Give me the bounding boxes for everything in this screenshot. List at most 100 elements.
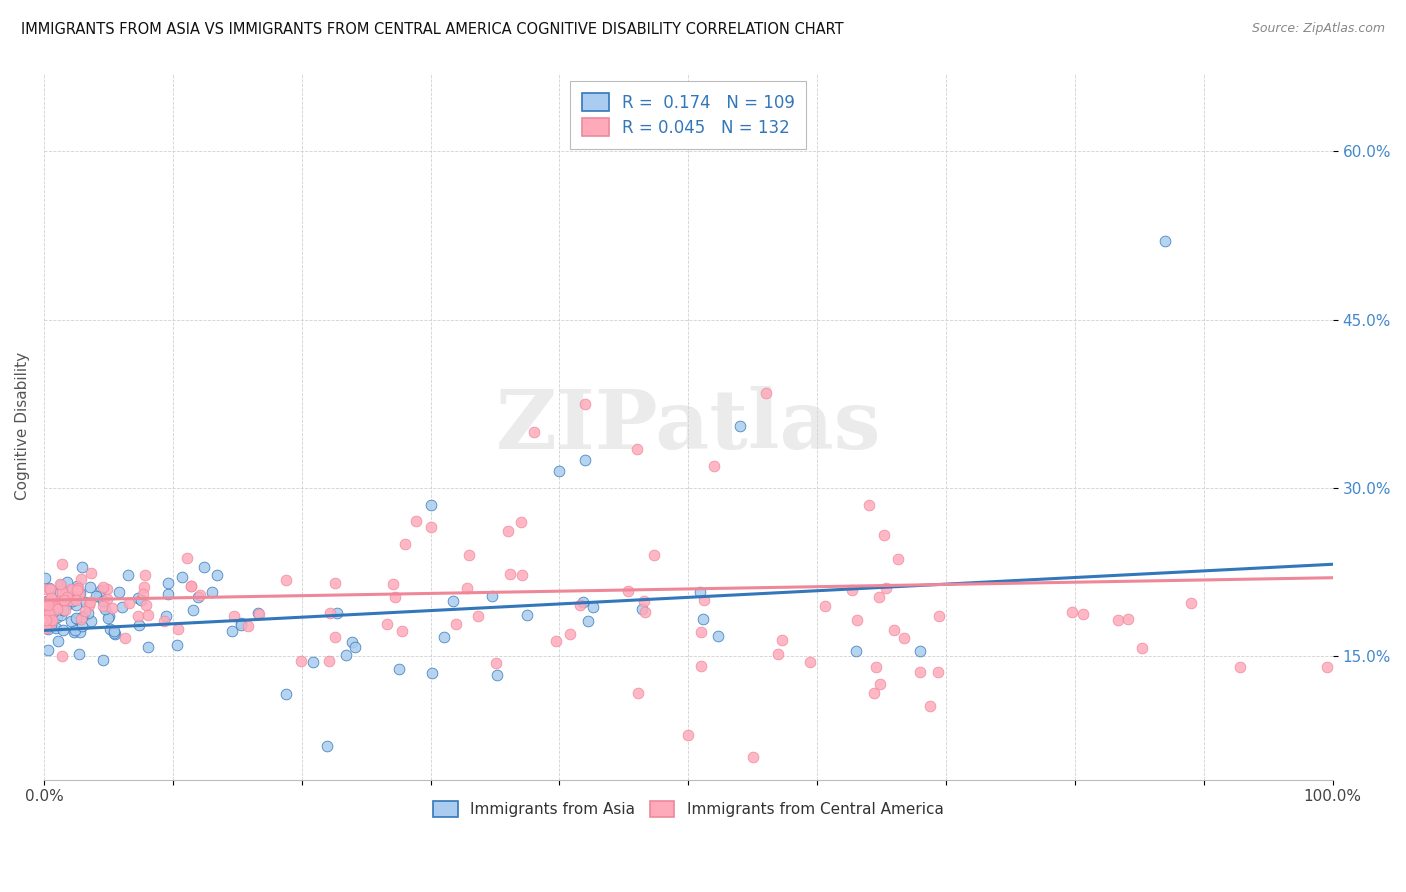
Point	[56, 591, 79, 605]
Point	[927, 665, 949, 679]
Point	[111, 599, 134, 614]
Point	[548, 464, 571, 478]
Point	[845, 643, 868, 657]
Point	[1062, 605, 1084, 619]
Point	[134, 580, 156, 594]
Point	[193, 560, 215, 574]
Point	[63, 586, 86, 600]
Point	[153, 614, 176, 628]
Point	[66, 579, 89, 593]
Point	[35, 582, 58, 596]
Point	[1118, 612, 1140, 626]
Point	[633, 593, 655, 607]
Point	[45, 601, 67, 615]
Point	[486, 668, 509, 682]
Point	[96, 582, 118, 597]
Point	[69, 586, 91, 600]
Point	[51, 557, 73, 571]
Point	[134, 568, 156, 582]
Point	[1180, 596, 1202, 610]
Point	[45, 621, 67, 635]
Point	[582, 599, 605, 614]
Point	[444, 616, 467, 631]
Point	[887, 552, 910, 566]
Point	[103, 624, 125, 638]
Point	[690, 659, 713, 673]
Point	[576, 614, 599, 628]
Point	[70, 610, 93, 624]
Point	[703, 458, 725, 473]
Point	[93, 599, 115, 613]
Point	[37, 599, 59, 613]
Point	[46, 633, 69, 648]
Point	[67, 586, 90, 600]
Point	[868, 590, 890, 604]
Point	[79, 595, 101, 609]
Point	[499, 567, 522, 582]
Point	[35, 620, 58, 634]
Point	[51, 583, 73, 598]
Point	[910, 643, 932, 657]
Point	[1316, 660, 1339, 674]
Point	[276, 574, 298, 588]
Point	[156, 586, 179, 600]
Point	[221, 624, 243, 638]
Point	[166, 623, 188, 637]
Point	[132, 586, 155, 600]
Point	[37, 593, 59, 607]
Point	[394, 537, 416, 551]
Point	[1107, 613, 1129, 627]
Point	[65, 611, 87, 625]
Point	[728, 419, 751, 434]
Point	[391, 624, 413, 639]
Point	[96, 591, 118, 606]
Point	[405, 514, 427, 528]
Point	[187, 590, 209, 604]
Point	[928, 609, 950, 624]
Point	[127, 609, 149, 624]
Point	[38, 618, 60, 632]
Point	[689, 585, 711, 599]
Point	[127, 591, 149, 606]
Point	[100, 601, 122, 615]
Point	[66, 612, 89, 626]
Point	[66, 582, 89, 596]
Point	[343, 640, 366, 654]
Point	[893, 632, 915, 646]
Point	[39, 618, 62, 632]
Point	[37, 622, 59, 636]
Point	[77, 598, 100, 612]
Text: IMMIGRANTS FROM ASIA VS IMMIGRANTS FROM CENTRAL AMERICA COGNITIVE DISABILITY COR: IMMIGRANTS FROM ASIA VS IMMIGRANTS FROM …	[21, 22, 844, 37]
Point	[52, 593, 75, 607]
Point	[156, 576, 179, 591]
Point	[87, 589, 110, 603]
Point	[80, 566, 103, 580]
Point	[39, 609, 62, 624]
Point	[678, 728, 700, 742]
Point	[70, 612, 93, 626]
Point	[574, 453, 596, 467]
Point	[37, 607, 59, 622]
Point	[1229, 660, 1251, 674]
Point	[692, 612, 714, 626]
Point	[558, 627, 581, 641]
Point	[323, 630, 346, 644]
Point	[46, 610, 69, 624]
Point	[73, 595, 96, 609]
Point	[91, 594, 114, 608]
Point	[34, 601, 56, 615]
Point	[108, 584, 131, 599]
Point	[166, 638, 188, 652]
Point	[97, 611, 120, 625]
Point	[51, 585, 73, 599]
Point	[65, 593, 87, 607]
Point	[419, 498, 441, 512]
Point	[69, 572, 91, 586]
Point	[52, 603, 75, 617]
Point	[883, 624, 905, 638]
Point	[496, 524, 519, 538]
Point	[276, 687, 298, 701]
Point	[643, 548, 665, 562]
Point	[114, 632, 136, 646]
Point	[49, 608, 72, 623]
